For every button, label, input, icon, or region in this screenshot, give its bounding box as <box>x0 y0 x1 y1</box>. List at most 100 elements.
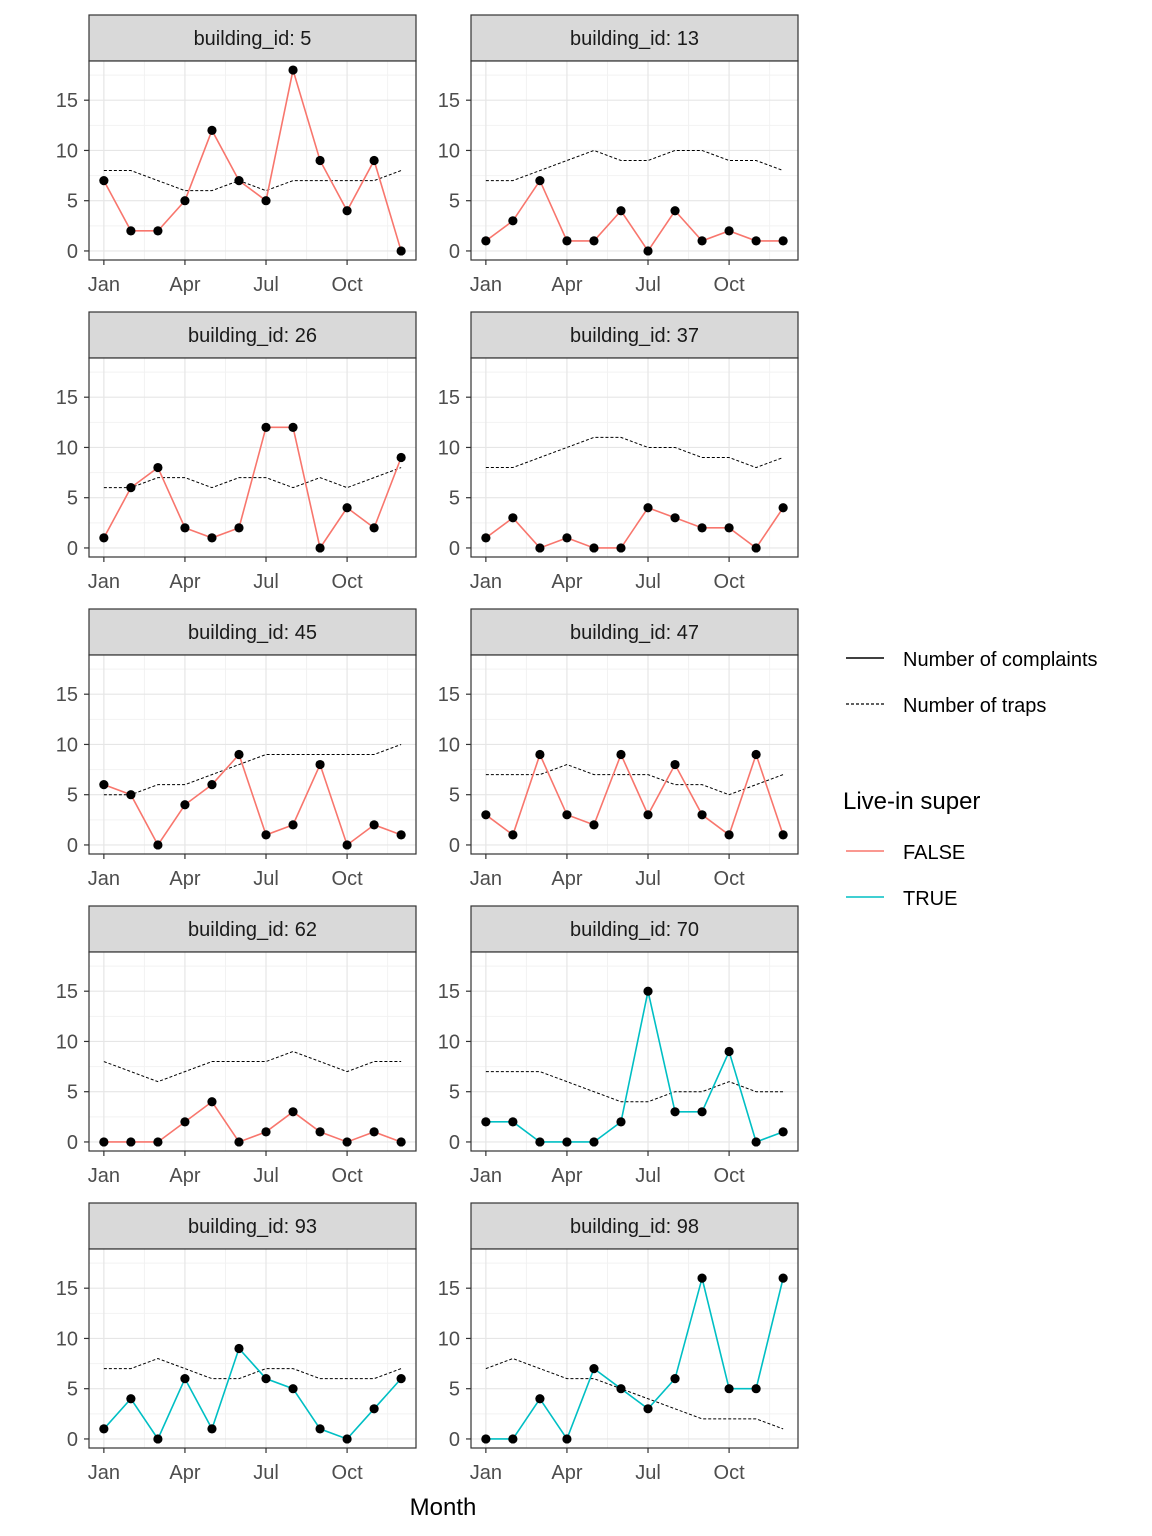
panel-border <box>88 357 417 558</box>
facet-strip <box>470 1202 799 1250</box>
legend: Number of complaints Number of traps Live-… <box>843 649 1098 910</box>
complaint-point <box>724 830 734 840</box>
facet-strip <box>470 14 799 62</box>
complaint-point <box>315 1127 325 1137</box>
complaint-point <box>261 1127 271 1137</box>
facet-strip-label: building_id: 70 <box>570 919 699 941</box>
x-tick-label: Oct <box>332 1462 364 1484</box>
complaint-point <box>288 1107 298 1117</box>
complaint-point <box>396 830 406 840</box>
complaints-line <box>103 752 402 847</box>
y-tick-label: 0 <box>449 538 460 560</box>
complaint-point <box>562 533 572 543</box>
y-tick-label: 15 <box>438 387 460 409</box>
y-tick-label: 10 <box>438 140 460 162</box>
complaint-point <box>369 1127 379 1137</box>
complaint-point <box>261 830 271 840</box>
panel-border <box>88 60 417 261</box>
x-tick-label: Jul <box>635 571 661 593</box>
complaint-point <box>535 749 545 760</box>
complaint-point <box>180 196 190 206</box>
complaint-point <box>670 1374 680 1384</box>
complaint-point <box>778 1273 788 1283</box>
complaint-point <box>315 1424 325 1434</box>
complaint-point <box>697 523 707 533</box>
x-tick-label: Oct <box>714 571 746 593</box>
y-tick-label: 5 <box>67 1082 78 1104</box>
facet-panel-98: building_id: 98 0 5 10 15 Jan Apr Jul Oct <box>438 1202 799 1484</box>
complaint-point <box>396 1374 406 1384</box>
legend-label: Number of complaints <box>903 649 1098 671</box>
y-tick-label: 10 <box>56 1328 78 1350</box>
y-tick-label: 0 <box>67 538 78 560</box>
complaint-point <box>234 1137 244 1147</box>
facet-panel-93: building_id: 93 0 5 10 15 Jan Apr Jul Oct <box>56 1202 417 1484</box>
facet-strip-label: building_id: 93 <box>188 1216 317 1238</box>
complaint-point <box>562 1434 572 1444</box>
traps-line <box>103 467 402 489</box>
complaint-point <box>643 246 653 256</box>
complaint-point <box>670 513 680 523</box>
x-tick-label: Oct <box>332 1165 364 1187</box>
facet-strip-label: building_id: 98 <box>570 1216 699 1238</box>
complaint-point <box>261 422 271 432</box>
complaint-point <box>616 1117 626 1127</box>
traps-line <box>485 764 784 796</box>
complaint-point <box>153 1137 163 1147</box>
plot-background <box>89 61 416 260</box>
y-tick-label: 10 <box>438 437 460 459</box>
complaint-point <box>481 1434 491 1444</box>
complaint-point <box>99 176 109 186</box>
complaint-point <box>207 533 217 543</box>
x-tick-label: Apr <box>551 868 582 890</box>
complaint-point <box>751 1384 761 1394</box>
complaint-point <box>697 1107 707 1117</box>
facet-panel-37: building_id: 37 0 5 10 15 Jan Apr Jul Oct <box>438 311 799 593</box>
complaint-point <box>670 1107 680 1117</box>
y-tick-label: 0 <box>449 1429 460 1451</box>
complaint-point <box>508 216 518 226</box>
facet-panel-47: building_id: 47 0 5 10 15 Jan Apr Jul Oct <box>438 608 799 890</box>
panel-border <box>470 951 799 1152</box>
complaint-point <box>724 523 734 533</box>
x-tick-label: Apr <box>551 1165 582 1187</box>
panel-border <box>470 357 799 558</box>
complaints-line <box>485 991 784 1144</box>
complaint-point <box>153 226 163 236</box>
facet-strip-label: building_id: 62 <box>188 919 317 941</box>
complaint-point <box>481 810 491 820</box>
complaint-point <box>778 830 788 840</box>
x-tick-label: Apr <box>169 1165 200 1187</box>
complaint-point <box>234 1343 244 1354</box>
complaint-point <box>99 533 109 543</box>
complaint-point <box>508 830 518 840</box>
complaint-point <box>724 226 734 236</box>
facet-panel-70: building_id: 70 0 5 10 15 Jan Apr Jul Oct <box>438 905 799 1187</box>
plot-background <box>89 655 416 854</box>
facet-strip <box>470 905 799 953</box>
x-tick-label: Jan <box>470 1165 502 1187</box>
facet-strip <box>470 608 799 656</box>
complaint-point <box>508 1117 518 1127</box>
y-tick-label: 15 <box>438 1278 460 1300</box>
complaint-point <box>288 1384 298 1394</box>
complaint-point <box>369 155 379 166</box>
facet-strip-label: building_id: 13 <box>570 28 699 50</box>
y-tick-label: 0 <box>449 1132 460 1154</box>
complaint-point <box>751 236 761 246</box>
panel-border <box>470 654 799 855</box>
y-tick-label: 5 <box>449 1082 460 1104</box>
complaint-point <box>643 810 653 820</box>
facet-panel-5: building_id: 5 0 5 10 15 Jan Apr Jul Oct <box>56 14 417 296</box>
x-tick-label: Jul <box>635 868 661 890</box>
facet-strip-label: building_id: 45 <box>188 622 317 644</box>
facet-strip <box>470 311 799 359</box>
traps-line <box>485 149 784 182</box>
complaint-point <box>778 503 788 513</box>
facet-panel-62: building_id: 62 0 5 10 15 Jan Apr Jul Oct <box>56 905 417 1187</box>
complaint-point <box>315 155 325 166</box>
facet-panel-26: building_id: 26 0 5 10 15 Jan Apr Jul Oct <box>56 311 417 593</box>
complaint-point <box>643 1404 653 1414</box>
complaint-point <box>670 206 680 216</box>
